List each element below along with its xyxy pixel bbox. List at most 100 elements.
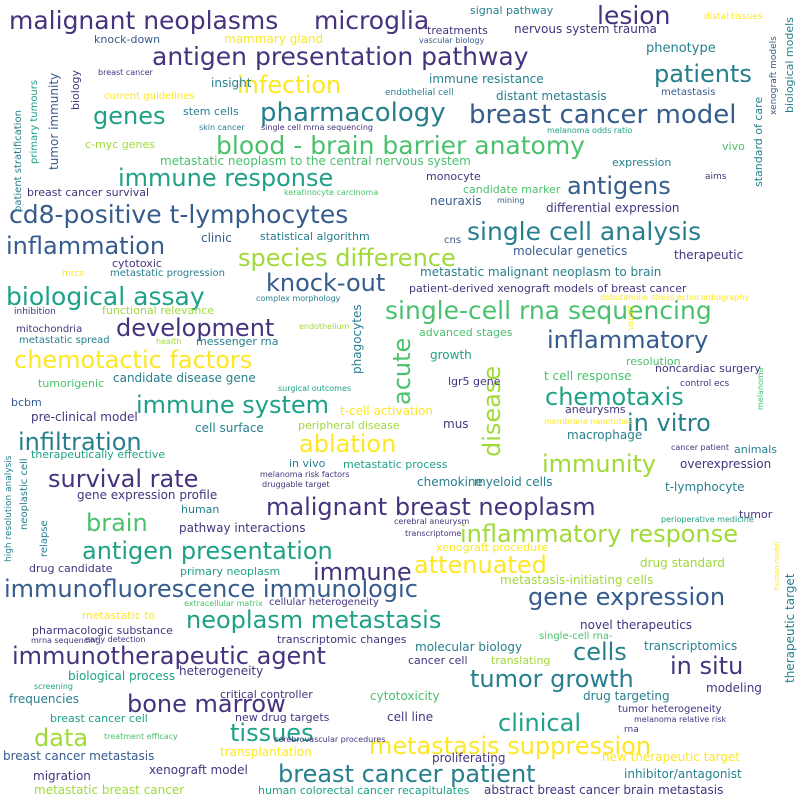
cloud-word: mining [497,196,525,205]
cloud-word: xenograft model [149,763,248,777]
cloud-word: breast cancer metastasis [3,749,155,763]
cloud-word: druggable target [262,480,330,489]
cloud-word: early detection [85,635,146,644]
cloud-word: molecular genetics [513,244,628,258]
cloud-word: pharmacology [260,98,446,128]
cloud-word: blood - brain barrier anatomy [216,131,585,160]
cloud-word: biological models [783,17,796,113]
cloud-word: cell line [387,710,434,724]
cloud-word: immune response [118,164,334,192]
cloud-word: high resolution analysis [4,455,14,562]
cloud-word: knock-out [266,269,386,297]
cloud-word: tissues [230,719,314,747]
cloud-word: distal tissues [704,12,763,22]
cloud-word: cancer patient [671,443,729,452]
cloud-word: patient-derived xenograft models of brea… [409,282,687,295]
cloud-word: drug standard [640,556,725,570]
cloud-word: metastatic to [82,609,156,622]
cloud-word: xenograft models [769,36,779,115]
cloud-word: perioperative medicine [661,515,754,524]
cloud-word: transcriptomics [644,639,738,653]
cloud-word: modeling [706,681,762,695]
cloud-word: c-myc genes [85,138,156,151]
cloud-word: stem cells [183,105,239,118]
cloud-word: vivo [722,140,745,153]
cloud-word: rna [624,725,639,735]
cloud-word: extracellular matrix [184,599,263,608]
cloud-word: xenograft procedure [436,541,549,554]
cloud-word: phagocytes [350,304,364,374]
cloud-word: bcbm [11,396,42,409]
cloud-word: immune resistance [429,72,544,86]
cloud-word: knock-down [94,33,161,46]
cloud-word: immunity [542,450,657,478]
cloud-word: overexpression [680,457,772,471]
cloud-word: pre-clinical model [31,410,138,424]
cloud-word: proliferating [432,751,506,765]
cloud-word: mrna sequencing [31,636,101,645]
cloud-word: antigen presentation pathway [152,42,529,71]
cloud-word: animals [734,443,778,456]
cloud-word: abstract breast cancer brain metastasis [484,783,724,797]
cloud-word: cns [444,235,462,246]
cloud-word: single-cell rna sequencing [385,296,712,325]
cloud-word: breast cancer [98,68,153,77]
cloud-word: resolution [626,355,681,368]
cloud-word: standard of care [752,96,765,187]
cloud-word: single cell analysis [467,217,702,246]
cloud-word: chemotaxis [545,383,684,411]
cloud-word: cytotoxicity [370,689,440,703]
cloud-word: current guidelines [104,91,195,102]
cloud-word: novel therapeutics [580,618,693,632]
cloud-word: noncardiac surgery [655,362,761,375]
cloud-word: chemotactic factors [14,346,253,374]
cloud-word: ablation [299,430,397,458]
cloud-word: insight [211,76,252,90]
cloud-word: expression [612,156,672,169]
cloud-word: biological assay [6,282,205,311]
cloud-word: tumor heterogeneity [618,704,722,715]
cloud-word: human colorectal cancer recapitulates [258,784,470,797]
cloud-word: tumor [739,508,773,521]
cloud-word: endothelium [299,322,350,331]
cloud-word: inflammation [6,232,166,260]
cloud-word: candidate marker [463,183,561,196]
cloud-word: immune system [136,391,330,419]
cloud-word: cells [573,638,627,666]
cloud-word: neoplasm metastasis [186,606,442,634]
cloud-word: vascular biology [419,36,485,45]
cloud-word: metastatic process [343,458,448,471]
cloud-word: brain [86,509,148,537]
cloud-word: biology [69,69,82,110]
cloud-word: antigen presentation [82,537,333,565]
cloud-word: single cell mrna sequencing [261,123,373,132]
cloud-word: cell surface [195,421,264,435]
cloud-word: attenuated [414,551,547,579]
cloud-word: patient stratification [13,110,24,212]
cloud-word: membrane nanotubes [544,417,633,426]
cloud-word: breast cancer model [469,100,737,130]
cloud-word: screening [34,682,73,691]
cloud-word: endothelial cell [385,88,454,98]
cloud-word: metastatic progression [110,268,225,279]
cloud-word: messenger rna [196,335,279,348]
cloud-word: therapeutically effective [31,448,166,461]
cloud-word: melanoma risk factors [260,470,350,479]
cloud-word: uspstf [626,305,635,330]
cloud-word: differential expression [546,201,680,215]
cloud-word: t-lymphocyte [665,480,745,494]
cloud-word: peripheral disease [298,419,400,432]
cloud-word: transcriptomic changes [277,633,407,646]
cloud-word: surgical outcomes [278,384,352,393]
cloud-word: nervous system trauma [514,22,657,36]
cloud-word: in situ [670,652,744,680]
cloud-word: cytotoxic [112,257,162,270]
cloud-word: malignant breast neoplasm [266,493,596,521]
cloud-word: treatments [427,24,488,37]
cloud-word: inflammatory response [460,520,738,548]
cloud-word: acute [388,337,416,405]
cloud-word: malignant neoplasms [9,6,279,35]
cloud-word: candidate disease gene [113,371,256,385]
cloud-word: statistical algorithm [260,230,370,243]
